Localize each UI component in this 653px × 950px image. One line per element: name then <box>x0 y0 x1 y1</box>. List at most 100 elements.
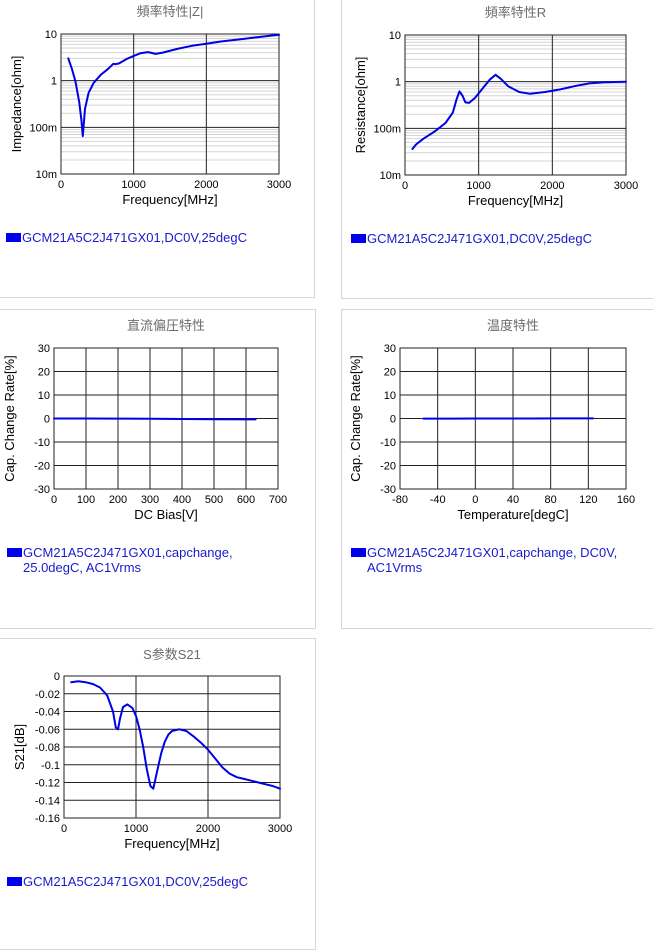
y-tick-label: -0.04 <box>35 707 60 719</box>
chart-card-s21: S参数S21-0.16-0.14-0.12-0.1-0.08-0.06-0.04… <box>0 638 316 950</box>
x-tick-label: 500 <box>205 494 223 506</box>
legend-resistance: GCM21A5C2J471GX01,DC0V,25degC <box>351 231 641 246</box>
chart-title: 頻率特性|Z| <box>137 4 204 19</box>
y-tick-label: 0 <box>54 671 60 683</box>
y-axis-label: Impedance[ohm] <box>9 56 24 153</box>
y-tick-label: -10 <box>380 437 396 449</box>
x-tick-label: 1000 <box>124 823 148 835</box>
x-tick-label: 120 <box>579 494 597 506</box>
legend-swatch <box>351 234 366 243</box>
chart-resistance: 頻率特性R 10m 100m 1 10 0 1000 2000 3000 Frequency[MH… <box>342 0 653 298</box>
y-tick-label: 30 <box>38 343 50 355</box>
legend-swatch <box>6 233 21 242</box>
x-tick-label: 0 <box>51 494 57 506</box>
legend-text-line-2: 25.0degC, AC1Vrms <box>7 560 287 575</box>
y-tick-label: 30 <box>384 343 396 355</box>
x-tick-label: 0 <box>58 179 64 191</box>
y-axis-label: S21[dB] <box>12 724 27 770</box>
x-axis-label: Frequency[MHz] <box>468 193 563 208</box>
x-tick-label: 2000 <box>196 823 220 835</box>
y-tick-label: 100m <box>373 123 401 135</box>
x-tick-label: 200 <box>109 494 127 506</box>
y-axis-label: Resistance[ohm] <box>353 57 368 154</box>
y-tick-label: -30 <box>34 484 50 496</box>
x-axis-label: Frequency[MHz] <box>122 192 217 207</box>
y-tick-label: -0.02 <box>35 689 60 701</box>
y-tick-label: 10 <box>38 390 50 402</box>
x-tick-label: -80 <box>392 494 408 506</box>
x-tick-label: 0 <box>472 494 478 506</box>
x-tick-label: 3000 <box>614 180 638 192</box>
y-tick-label: -0.08 <box>35 742 60 754</box>
y-tick-label: -0.06 <box>35 724 60 736</box>
legend-text-line-2: AC1Vrms <box>351 560 646 575</box>
plot-frame <box>61 34 279 174</box>
y-tick-label: 10 <box>384 390 396 402</box>
x-tick-label: -40 <box>430 494 446 506</box>
x-tick-label: 3000 <box>268 823 292 835</box>
chart-title: S参数S21 <box>143 647 201 662</box>
x-tick-label: 2000 <box>194 179 218 191</box>
y-tick-label: -20 <box>380 461 396 473</box>
legend-text-line-1: GCM21A5C2J471GX01,capchange, <box>7 545 287 560</box>
x-tick-label: 0 <box>61 823 67 835</box>
x-tick-label: 2000 <box>540 180 564 192</box>
series-line <box>71 681 280 788</box>
chart-title: 温度特性 <box>487 318 539 333</box>
y-tick-label: 10m <box>36 169 57 181</box>
x-tick-label: 600 <box>237 494 255 506</box>
chart-card-impedance: 頻率特性|Z| 10m 100m 1 10 0 1000 2000 3000 Frequency[… <box>0 0 315 298</box>
legend-swatch <box>7 548 22 557</box>
y-tick-label: 20 <box>384 367 396 379</box>
y-tick-label: -20 <box>34 461 50 473</box>
y-tick-label: -0.14 <box>35 795 60 807</box>
chart-title: 頻率特性R <box>485 5 546 20</box>
legend-text: GCM21A5C2J471GX01,DC0V,25degC <box>6 230 306 245</box>
x-tick-label: 40 <box>507 494 519 506</box>
chart-s21: S参数S21-0.16-0.14-0.12-0.1-0.08-0.06-0.04… <box>0 639 315 949</box>
chart-title: 直流偏圧特性 <box>127 318 205 333</box>
y-tick-label: 20 <box>38 367 50 379</box>
legend-text: GCM21A5C2J471GX01,DC0V,25degC <box>7 874 297 889</box>
y-tick-label: 100m <box>29 122 57 134</box>
chart-impedance: 頻率特性|Z| 10m 100m 1 10 0 1000 2000 3000 Frequency[… <box>0 0 314 297</box>
y-tick-label: 10 <box>45 29 57 41</box>
x-tick-label: 80 <box>545 494 557 506</box>
x-tick-label: 1000 <box>121 179 145 191</box>
y-tick-label: -0.1 <box>41 760 60 772</box>
x-axis-label: Frequency[MHz] <box>124 836 219 851</box>
legend-text: GCM21A5C2J471GX01,DC0V,25degC <box>351 231 641 246</box>
y-axis-label: Cap. Change Rate[%] <box>2 355 17 481</box>
x-axis-label: DC Bias[V] <box>134 507 198 522</box>
x-tick-label: 0 <box>402 180 408 192</box>
y-tick-label: 10 <box>389 30 401 42</box>
legend-dc-bias: GCM21A5C2J471GX01,capchange, 25.0degC, A… <box>7 545 287 575</box>
x-tick-label: 160 <box>617 494 635 506</box>
x-axis-label: Temperature[degC] <box>457 507 568 522</box>
chart-card-resistance: 頻率特性R 10m 100m 1 10 0 1000 2000 3000 Frequency[MH… <box>341 0 653 299</box>
legend-s21: GCM21A5C2J471GX01,DC0V,25degC <box>7 874 297 889</box>
legend-impedance: GCM21A5C2J471GX01,DC0V,25degC <box>6 230 306 245</box>
y-tick-label: 10m <box>380 170 401 182</box>
x-tick-label: 100 <box>77 494 95 506</box>
y-tick-label: -10 <box>34 437 50 449</box>
x-tick-label: 400 <box>173 494 191 506</box>
y-tick-label: -0.16 <box>35 813 60 825</box>
legend-text-line-1: GCM21A5C2J471GX01,capchange, DC0V, <box>351 545 646 560</box>
legend-swatch <box>7 877 22 886</box>
y-tick-label: 0 <box>390 414 396 426</box>
y-tick-label: 1 <box>51 76 57 88</box>
x-tick-label: 300 <box>141 494 159 506</box>
series-line <box>54 419 256 420</box>
legend-swatch <box>351 548 366 557</box>
y-tick-label: 1 <box>395 77 401 89</box>
plot-frame <box>405 35 626 175</box>
x-tick-label: 3000 <box>267 179 291 191</box>
x-tick-label: 1000 <box>466 180 490 192</box>
x-tick-label: 700 <box>269 494 287 506</box>
legend-temperature: GCM21A5C2J471GX01,capchange, DC0V, AC1Vr… <box>351 545 646 575</box>
